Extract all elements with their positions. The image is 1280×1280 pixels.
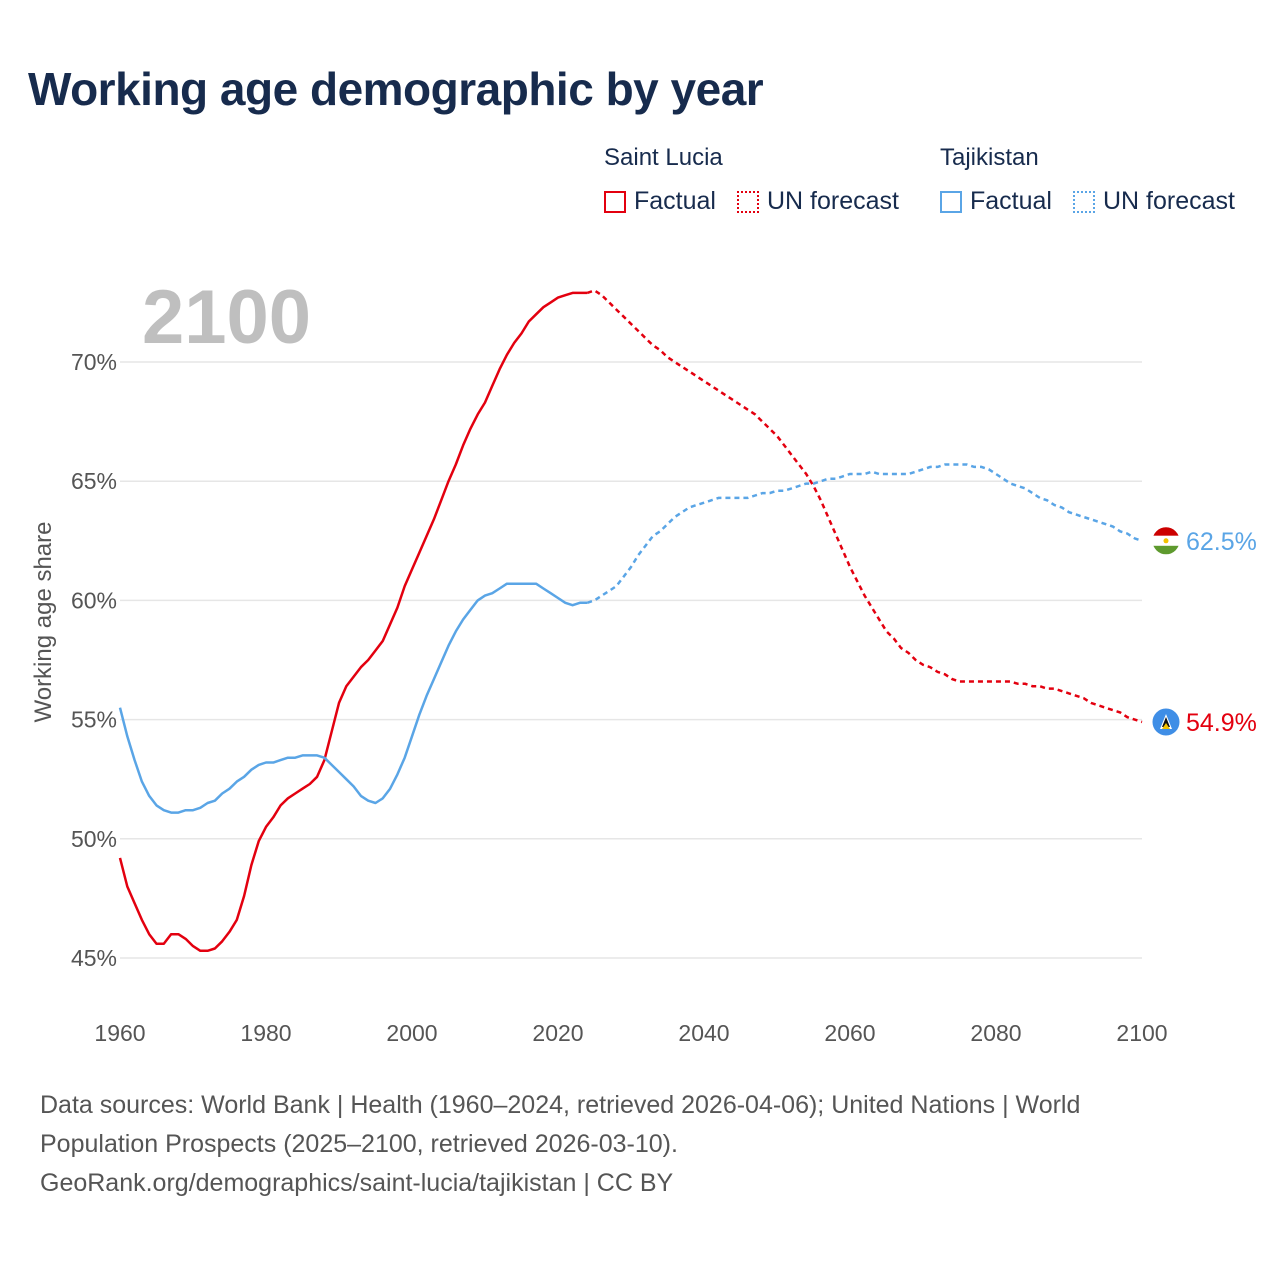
saint-lucia-flag-icon bbox=[1152, 707, 1180, 736]
chart-title: Working age demographic by year bbox=[28, 63, 764, 115]
y-axis-label: Working age share bbox=[30, 522, 57, 723]
end-value-label-tajikistan: 62.5% bbox=[1186, 528, 1257, 556]
legend-swatch-solid-icon bbox=[940, 190, 962, 213]
legend-label: UN forecast bbox=[1103, 187, 1235, 215]
x-tick-label: 2020 bbox=[532, 1020, 583, 1046]
legend-saint-lucia-factual[interactable]: Factual bbox=[604, 187, 716, 216]
y-tick-label: 65% bbox=[71, 468, 117, 494]
series-line-saint-lucia-forecast[interactable] bbox=[586, 289, 1143, 724]
x-tick-label: 1980 bbox=[240, 1020, 291, 1046]
legend-label: Factual bbox=[970, 187, 1052, 215]
footer-sources-line1: Data sources: World Bank | Health (1960–… bbox=[40, 1091, 1081, 1119]
legend-label: UN forecast bbox=[767, 187, 899, 215]
legend-group-tajikistan: Tajikistan bbox=[940, 144, 1039, 171]
legend-swatch-dotted-icon bbox=[737, 190, 759, 213]
y-tick-label: 45% bbox=[71, 945, 117, 971]
tajikistan-flag-icon bbox=[1152, 526, 1180, 555]
legend-tajikistan-factual[interactable]: Factual bbox=[940, 187, 1052, 216]
flag-outline bbox=[1151, 707, 1181, 737]
legend-label: Factual bbox=[634, 187, 716, 215]
legend-saint-lucia-forecast[interactable]: UN forecast bbox=[737, 187, 899, 216]
footer: Data sources: World Bank | Health (1960–… bbox=[40, 1086, 1240, 1203]
series-line-saint-lucia-factual[interactable] bbox=[118, 291, 588, 953]
y-tick-label: 50% bbox=[71, 826, 117, 852]
year-label: 2100 bbox=[142, 275, 311, 360]
y-tick-label: 60% bbox=[71, 587, 117, 613]
x-tick-label: 2060 bbox=[824, 1020, 875, 1046]
legend-swatch-solid-icon bbox=[604, 190, 626, 213]
footer-link[interactable]: GeoRank.org/demographics/saint-lucia/taj… bbox=[40, 1169, 674, 1197]
legend-tajikistan-forecast[interactable]: UN forecast bbox=[1073, 187, 1235, 216]
x-tick-label: 2080 bbox=[970, 1020, 1021, 1046]
y-tick-label: 55% bbox=[71, 707, 117, 733]
footer-sources-line2: Population Prospects (2025–2100, retriev… bbox=[40, 1130, 678, 1158]
flag-outline bbox=[1151, 526, 1181, 556]
x-tick-label: 2040 bbox=[678, 1020, 729, 1046]
legend-swatch-dotted-icon bbox=[1073, 190, 1095, 213]
line-chart: 45% 50% 55% 60% 65% 70% 1960 1980 2000 2020 2040 2… bbox=[30, 275, 1257, 1046]
series-line-tajikistan-forecast[interactable] bbox=[586, 463, 1143, 604]
legend-group-saint-lucia: Saint Lucia bbox=[604, 144, 723, 171]
x-tick-label: 1960 bbox=[94, 1020, 145, 1046]
x-tick-label: 2000 bbox=[386, 1020, 437, 1046]
series-line-tajikistan-factual[interactable] bbox=[118, 582, 588, 814]
x-tick-label: 2100 bbox=[1116, 1020, 1167, 1046]
end-value-label-saint-lucia: 54.9% bbox=[1186, 709, 1257, 737]
y-tick-label: 70% bbox=[71, 349, 117, 375]
